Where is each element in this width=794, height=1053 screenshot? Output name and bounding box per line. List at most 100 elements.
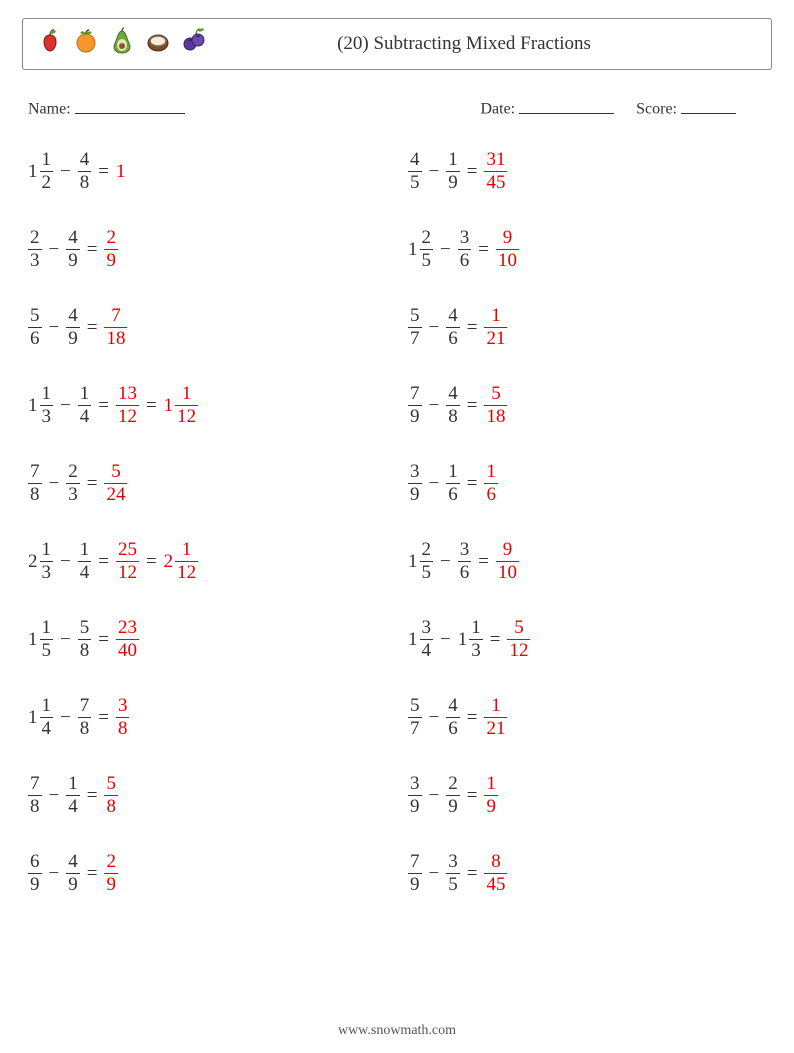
fraction: 121	[484, 696, 507, 739]
equals-op: =	[478, 240, 489, 259]
minus-op: −	[429, 318, 440, 337]
problem-row: 56−49=718	[28, 305, 386, 351]
equals-op: =	[98, 162, 109, 181]
minus-op: −	[60, 552, 71, 571]
fraction: 78	[78, 696, 92, 739]
score-label: Score:	[636, 101, 677, 118]
fraction: 78	[28, 462, 42, 505]
denominator: 9	[66, 875, 80, 895]
denominator: 6	[484, 485, 498, 505]
name-label: Name:	[28, 101, 71, 118]
date-blank[interactable]	[519, 96, 614, 114]
numerator: 3	[458, 228, 472, 248]
minus-op: −	[60, 630, 71, 649]
problem-row: 57−46=121	[408, 305, 766, 351]
denominator: 5	[408, 173, 422, 193]
fraction: 49	[66, 852, 80, 895]
problem-row: 39−29=19	[408, 773, 766, 819]
fraction: 79	[408, 384, 422, 427]
header: (20) Subtracting Mixed Fractions	[22, 18, 772, 70]
minus-op: −	[440, 552, 451, 571]
numerator: 2	[104, 228, 118, 248]
equals-op: =	[87, 474, 98, 493]
denominator: 6	[446, 719, 460, 739]
fraction: 34	[420, 618, 434, 661]
minus-op: −	[429, 864, 440, 883]
denominator: 9	[66, 329, 80, 349]
fraction: 121	[484, 306, 507, 349]
fraction: 14	[78, 384, 92, 427]
minus-op: −	[440, 240, 451, 259]
numerator: 1	[489, 696, 503, 716]
numerator: 7	[28, 774, 42, 794]
fraction: 25	[420, 540, 434, 583]
minus-op: −	[429, 396, 440, 415]
denominator: 45	[484, 875, 507, 895]
denominator: 9	[66, 251, 80, 271]
denominator: 4	[78, 407, 92, 427]
problem-row: 114−78=38	[28, 695, 386, 741]
denominator: 4	[66, 797, 80, 817]
denominator: 8	[78, 173, 92, 193]
numerator: 1	[484, 774, 498, 794]
numerator: 7	[408, 852, 422, 872]
numerator: 1	[180, 384, 194, 404]
numerator: 5	[408, 696, 422, 716]
fraction: 29	[104, 228, 118, 271]
denominator: 3	[28, 251, 42, 271]
fraction: 58	[104, 774, 118, 817]
numerator: 13	[116, 384, 139, 404]
whole-part: 1	[164, 396, 174, 415]
numerator: 9	[501, 228, 515, 248]
denominator: 4	[78, 563, 92, 583]
fraction: 12	[40, 150, 54, 193]
numerator: 7	[28, 462, 42, 482]
fraction: 16	[446, 462, 460, 505]
denominator: 12	[116, 407, 139, 427]
denominator: 12	[507, 641, 530, 661]
equals-op: =	[87, 318, 98, 337]
numerator: 23	[116, 618, 139, 638]
info-row: Name: Date: Score:	[22, 96, 772, 119]
score-blank[interactable]	[681, 96, 736, 114]
fraction: 46	[446, 696, 460, 739]
fraction: 38	[116, 696, 130, 739]
numerator: 25	[116, 540, 139, 560]
denominator: 9	[484, 797, 498, 817]
denominator: 6	[446, 485, 460, 505]
denominator: 8	[28, 797, 42, 817]
denominator: 5	[420, 563, 434, 583]
numerator: 2	[28, 228, 42, 248]
minus-op: −	[440, 630, 451, 649]
fraction: 58	[78, 618, 92, 661]
numerator: 1	[78, 540, 92, 560]
equals-op: =	[467, 318, 478, 337]
numerator: 3	[408, 774, 422, 794]
equals-op: =	[98, 396, 109, 415]
numerator: 5	[28, 306, 42, 326]
numerator: 4	[66, 306, 80, 326]
equals-op: =	[467, 474, 478, 493]
numerator: 3	[458, 540, 472, 560]
denominator: 12	[116, 563, 139, 583]
numerator: 1	[78, 384, 92, 404]
numerator: 5	[408, 306, 422, 326]
denominator: 8	[116, 719, 130, 739]
numerator: 9	[501, 540, 515, 560]
numerator: 5	[489, 384, 503, 404]
denominator: 4	[420, 641, 434, 661]
problem-row: 78−14=58	[28, 773, 386, 819]
whole-part: 1	[408, 630, 418, 649]
numerator: 2	[66, 462, 80, 482]
denominator: 5	[40, 641, 54, 661]
denominator: 7	[408, 329, 422, 349]
equals-op: =	[490, 630, 501, 649]
name-blank[interactable]	[75, 96, 185, 114]
denominator: 3	[40, 407, 54, 427]
numerator: 5	[109, 462, 123, 482]
numerator: 1	[180, 540, 194, 560]
left-column: 112−48=123−49=2956−49=718113−14=1312=111…	[28, 149, 386, 897]
numerator: 2	[104, 852, 118, 872]
fraction: 518	[484, 384, 507, 427]
denominator: 5	[420, 251, 434, 271]
